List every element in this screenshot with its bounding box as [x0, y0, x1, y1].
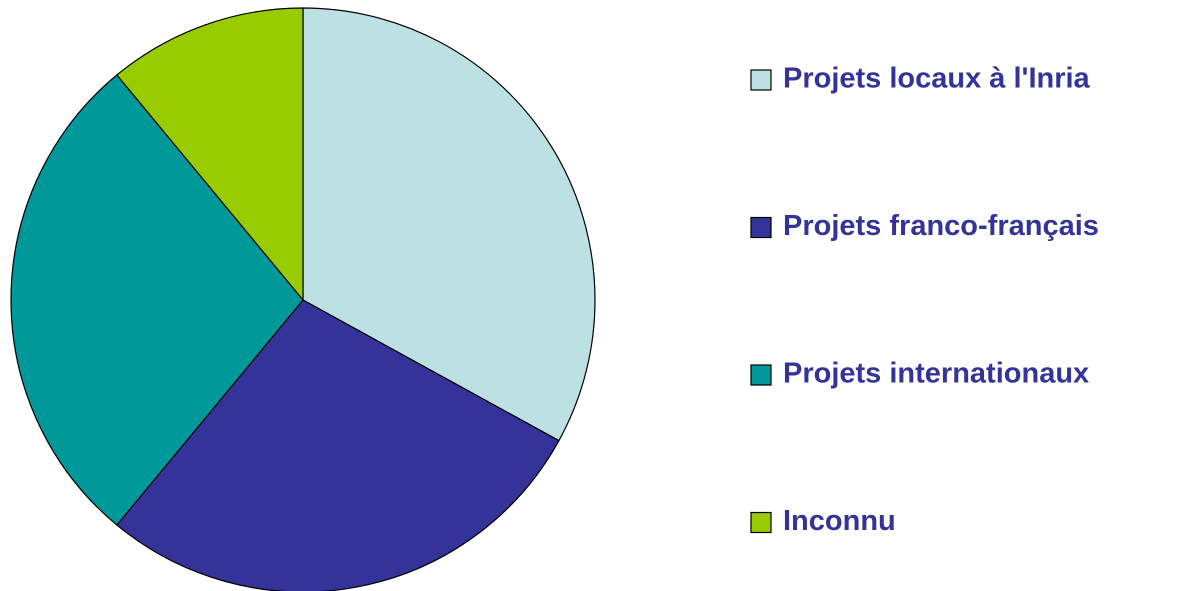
legend-label: Projets internationaux [783, 358, 1089, 390]
legend-swatch [750, 216, 772, 239]
legend-label: Projets locaux à l'Inria [783, 63, 1091, 95]
pie-slice [116, 7, 304, 302]
legend-swatch [750, 511, 772, 534]
legend-swatch [750, 69, 772, 91]
pie-slice [302, 7, 596, 442]
legend-label: Projets franco-français [783, 210, 1099, 242]
pie-slice [116, 299, 560, 591]
legend-swatch [750, 364, 772, 386]
legend-label: Inconnu [783, 505, 896, 537]
pie-slice [10, 74, 304, 526]
